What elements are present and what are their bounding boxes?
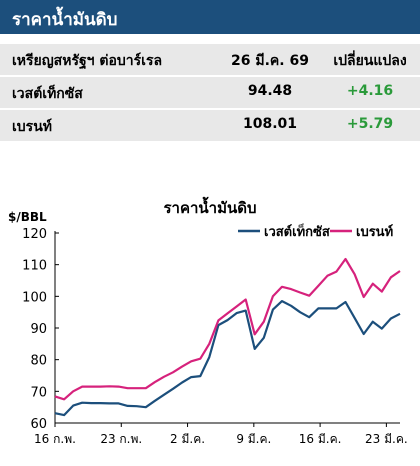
column-header-unit: เหรียญสหรัฐฯ ต่อบาร์เรล [12,53,163,69]
column-header-change: เปลี่ยนแปลง [333,53,407,69]
y-tick-label: 60 [30,417,47,432]
legend-label: เบรนท์ [356,224,393,240]
oil-price-wti: 94.48 [247,83,293,99]
legend-label: เวสต์เท็กซัส [264,222,330,240]
x-tick-label: 16 มี.ค. [299,432,342,446]
x-tick-label: 9 มี.ค. [236,432,271,446]
column-header-date: 26 มี.ค. 69 [231,53,309,69]
table-row: เบรนท์ 108.01 +5.79 [0,110,420,141]
series-line-wti [54,299,401,417]
page-title: ราคาน้ำมันดิบ [12,10,118,30]
oil-name-brent: เบรนท์ [12,119,52,135]
table-header-row: เหรียญสหรัฐฯ ต่อบาร์เรล 26 มี.ค. 69 เปลี… [0,44,420,75]
y-tick-label: 80 [30,354,47,369]
y-tick-label: 70 [30,385,47,400]
x-tick-label: 23 ก.พ. [100,432,142,446]
title-bar: ราคาน้ำมันดิบ [0,0,420,34]
y-tick-label: 120 [22,227,47,242]
oil-name-wti: เวสต์เท็กซัส [12,86,83,102]
oil-price-brent: 108.01 [242,116,298,132]
y-axis-unit-label: $/BBL [8,210,47,224]
x-tick-label: 2 มี.ค. [170,432,205,446]
oil-change-wti: +4.16 [346,83,394,99]
price-table: เหรียญสหรัฐฯ ต่อบาร์เรล 26 มี.ค. 69 เปลี… [0,44,420,143]
series-line-brent [54,257,401,401]
chart-title: ราคาน้ำมันดิบ [163,196,256,217]
table-row: เวสต์เท็กซัส 94.48 +4.16 [0,77,420,108]
y-tick-label: 90 [30,322,47,337]
x-tick-label: 16 ก.พ. [34,432,76,446]
y-tick-label: 100 [22,290,47,305]
oil-change-brent: +5.79 [346,116,394,132]
oil-price-chart: ราคาน้ำมันดิบ $/BBL 60 70 80 90 100 110 120 16 … [8,196,408,446]
x-tick-label: 23 มี.ค. [365,432,408,446]
y-tick-label: 110 [22,259,47,274]
